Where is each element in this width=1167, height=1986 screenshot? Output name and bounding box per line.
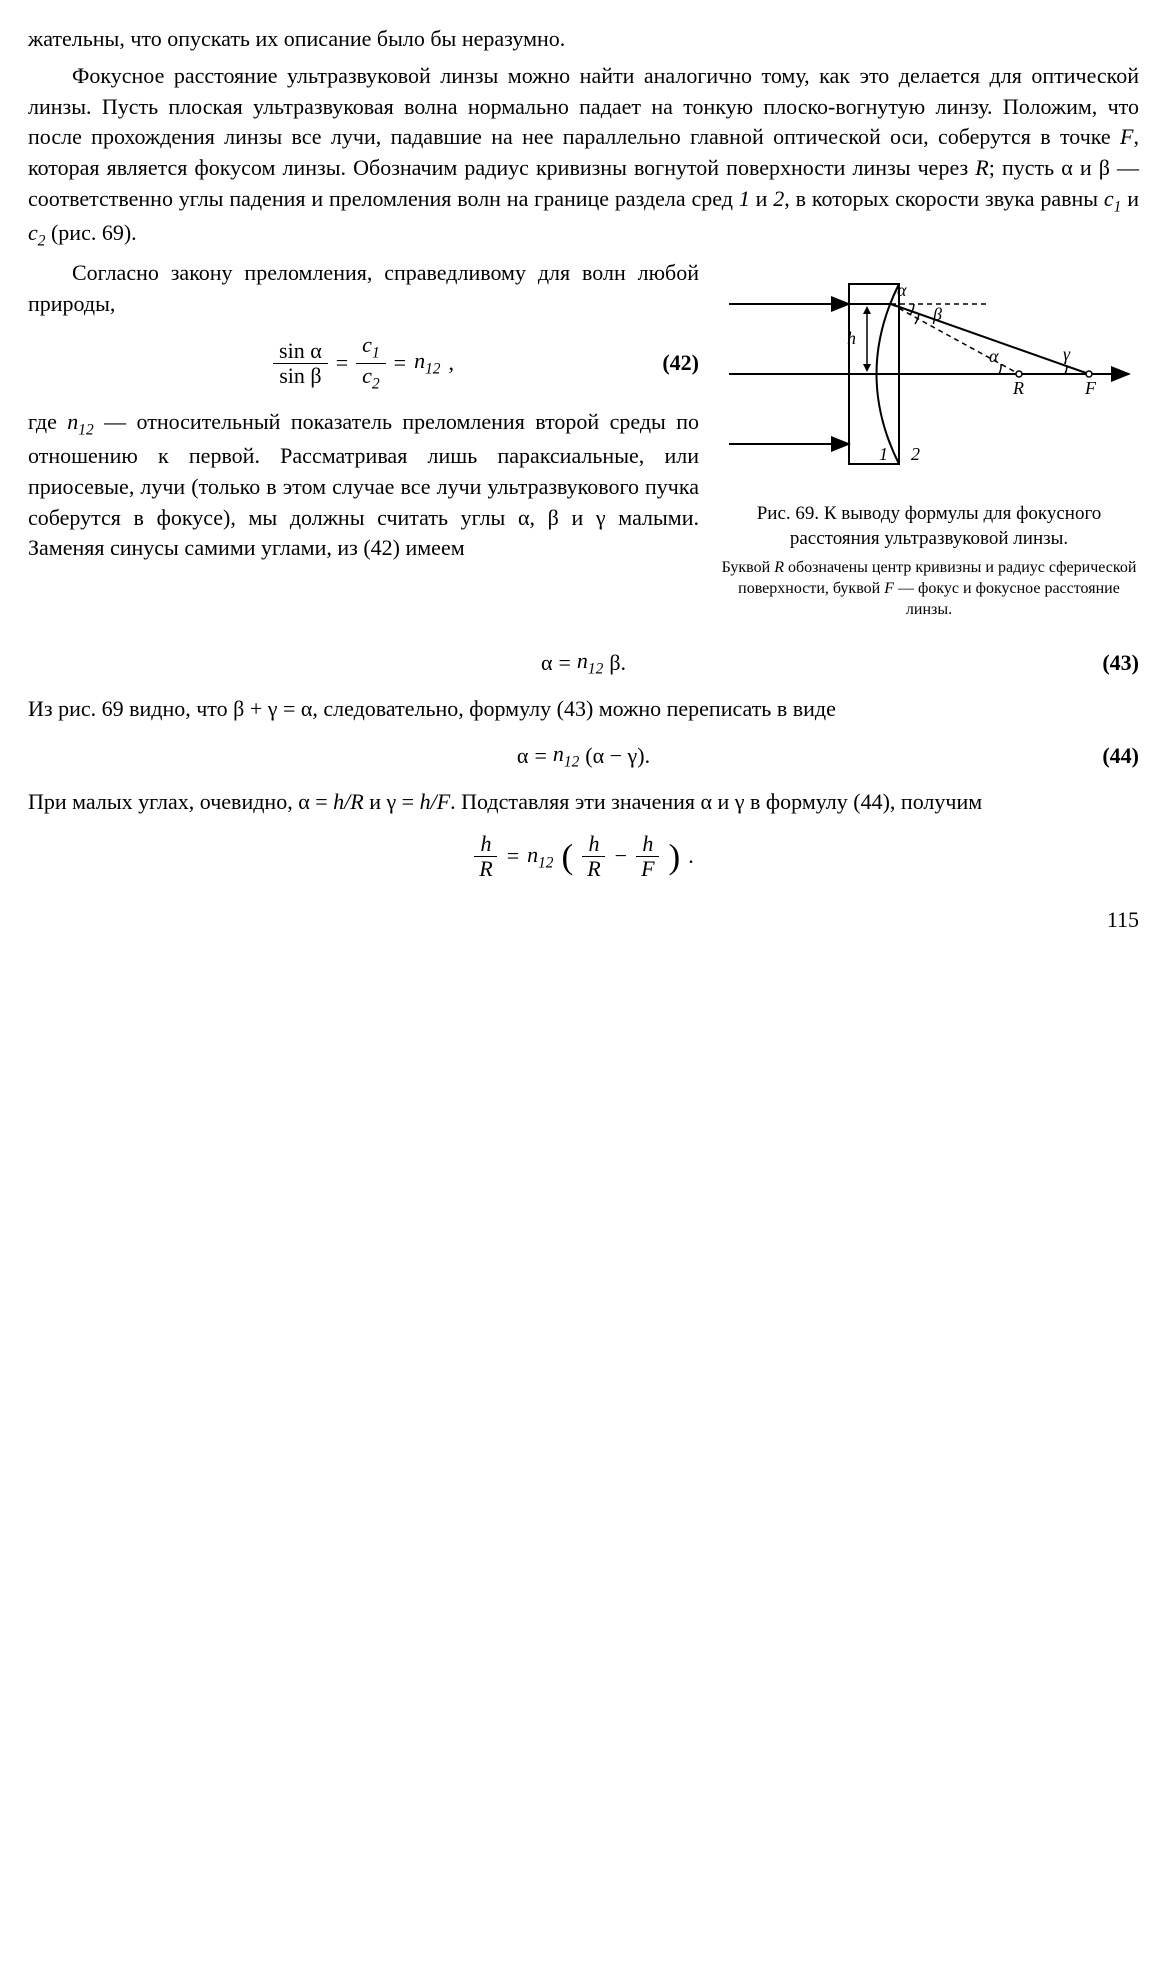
p2d: и — [750, 186, 773, 211]
lbl-h: h — [847, 328, 856, 348]
equation-42: sin αsin β = c1c2 = n12, (42) — [28, 333, 699, 393]
p4a: где — [28, 409, 67, 434]
p2a: Фокусное расстояние ультразвуковой линзы… — [28, 63, 1139, 150]
fn-c: — фокус и фокусное расстояние линзы. — [894, 580, 1120, 618]
sym-R: R — [975, 155, 988, 180]
p2f: и — [1121, 186, 1139, 211]
p6b: и γ = — [364, 789, 420, 814]
p6c: . Подставляя эти значения α и γ в формул… — [450, 789, 982, 814]
p2g: (рис. 69). — [45, 220, 136, 245]
p2e: , в которых скорости звука равны — [784, 186, 1104, 211]
equation-43: α=n12β. (43) — [28, 646, 1139, 680]
figure-caption: Рис. 69. К выводу формулы для фокусного … — [719, 501, 1139, 552]
sym-hR: h/R — [333, 789, 364, 814]
lbl-alpha1: α — [897, 280, 907, 300]
lbl-R: R — [1012, 378, 1024, 398]
lbl-1: 1 — [879, 444, 888, 464]
fn-R: R — [774, 559, 784, 576]
paragraph-2: Фокусное расстояние ультразвуковой линзы… — [28, 61, 1139, 252]
lens-diagram: α β α γ h R F 1 2 — [719, 264, 1139, 484]
lbl-gamma: γ — [1063, 344, 1071, 364]
lbl-beta: β — [932, 304, 942, 324]
lbl-2: 2 — [911, 444, 920, 464]
page-number: 115 — [28, 905, 1139, 936]
sym-n12: n12 — [67, 409, 93, 434]
fn-F: F — [884, 580, 894, 597]
sym-hF: h/F — [420, 789, 451, 814]
eq44-num: (44) — [1102, 741, 1139, 772]
paragraph-5: Из рис. 69 видно, что β + γ = α, следова… — [28, 694, 1139, 725]
lbl-alpha2: α — [989, 346, 999, 366]
sym-c2: c2 — [28, 220, 45, 245]
eq43-num: (43) — [1102, 648, 1139, 679]
sym-2: 2 — [773, 186, 784, 211]
p4b: — относительный показатель преломления в… — [28, 409, 699, 560]
sym-1: 1 — [739, 186, 750, 211]
p6a: При малых углах, очевидно, α = — [28, 789, 333, 814]
figure-69: α β α γ h R F 1 2 Рис. 69. К выводу форм… — [719, 264, 1139, 620]
equation-44: α=n12(α − γ). (44) — [28, 739, 1139, 773]
figure-note: Буквой R обозначены центр кривизны и рад… — [719, 558, 1139, 620]
paragraph-1: жательны, что опускать их описание было … — [28, 24, 1139, 55]
sym-F: F — [1120, 124, 1133, 149]
sym-c1: c1 — [1104, 186, 1121, 211]
eq42-num: (42) — [662, 348, 699, 379]
paragraph-6: При малых углах, очевидно, α = h/R и γ =… — [28, 787, 1139, 818]
equation-hr: hR = n12 ( hR − hF ). — [28, 832, 1139, 881]
fn-a: Буквой — [722, 559, 775, 576]
lbl-F: F — [1084, 378, 1097, 398]
